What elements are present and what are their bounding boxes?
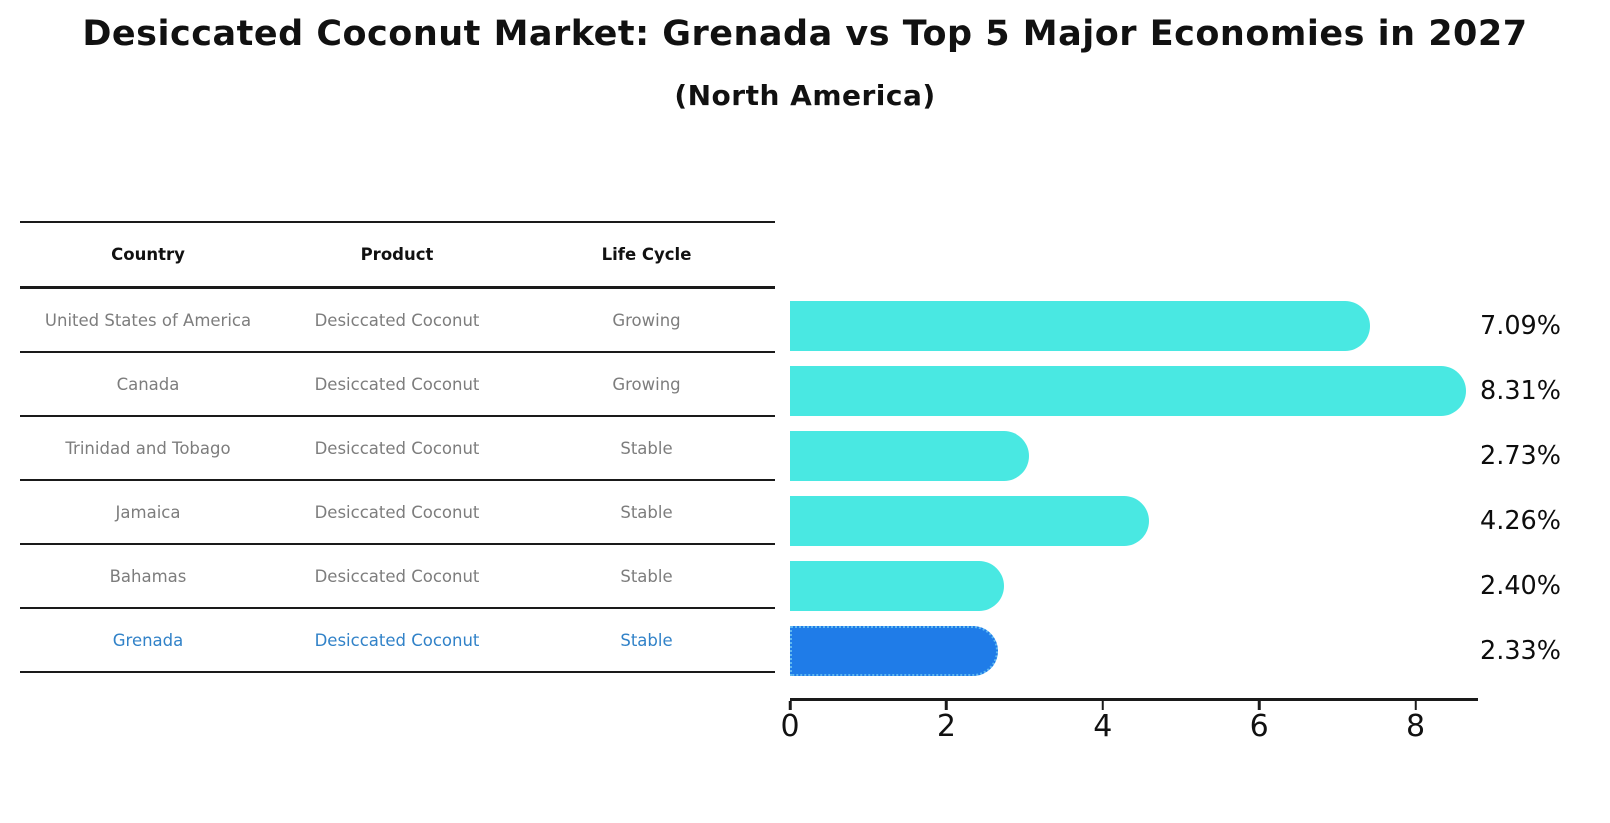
life-cycle-cell: Growing xyxy=(612,374,681,394)
bar-grenada-highlight xyxy=(790,626,999,676)
life-cycle-cell: Stable xyxy=(620,566,673,586)
table-row: United States of America Desiccated Coco… xyxy=(20,289,775,353)
table-header-country: Country xyxy=(111,245,185,264)
bar xyxy=(790,431,1030,481)
x-axis-tick xyxy=(788,701,792,710)
x-axis-tick-label: 6 xyxy=(1249,709,1269,744)
country-cell: Grenada xyxy=(112,630,184,650)
value-label: 7.09% xyxy=(1480,311,1562,341)
table-header-product: Product xyxy=(360,245,434,264)
value-label: 4.26% xyxy=(1480,506,1562,536)
life-cycle-cell: Stable xyxy=(620,438,673,458)
x-axis-tick-label: 0 xyxy=(780,709,800,744)
value-label: 2.40% xyxy=(1480,571,1562,601)
x-axis-tick-label: 4 xyxy=(1093,709,1113,744)
country-cell: Jamaica xyxy=(115,502,181,522)
x-axis-tick xyxy=(1101,701,1105,710)
x-axis-line xyxy=(790,698,1478,701)
table-row-grenada: Grenada Desiccated Coconut Stable xyxy=(20,609,775,673)
table-header-life-cycle: Life Cycle xyxy=(601,245,692,264)
x-axis-tick xyxy=(1414,701,1417,710)
bar xyxy=(790,366,1466,416)
bar xyxy=(790,301,1371,351)
life-cycle-cell: Stable xyxy=(620,630,673,650)
table-row: Canada Desiccated Coconut Growing xyxy=(20,353,775,417)
product-cell: Desiccated Coconut xyxy=(314,310,480,330)
chart-subtitle: (North America) xyxy=(674,79,936,112)
product-cell: Desiccated Coconut xyxy=(314,502,480,522)
chart-title: Desiccated Coconut Market: Grenada vs To… xyxy=(82,14,1528,54)
country-cell: Bahamas xyxy=(109,566,187,586)
product-cell: Desiccated Coconut xyxy=(314,374,480,394)
table-row: Trinidad and Tobago Desiccated Coconut S… xyxy=(20,417,775,481)
value-label: 2.33% xyxy=(1480,636,1562,666)
bar xyxy=(790,496,1150,546)
value-label: 8.31% xyxy=(1480,376,1562,406)
product-cell: Desiccated Coconut xyxy=(314,630,480,650)
x-axis-tick-label: 2 xyxy=(936,709,956,744)
table-row: Bahamas Desiccated Coconut Stable xyxy=(20,545,775,609)
country-cell: Trinidad and Tobago xyxy=(65,438,231,458)
life-cycle-cell: Stable xyxy=(620,502,673,522)
x-axis-tick xyxy=(1257,701,1261,710)
x-axis-tick xyxy=(945,701,948,710)
bar-chart: 7.09% 8.31% 2.73% 4.26% 2.40% 2.33% 0 2 … xyxy=(780,276,1610,786)
value-label: 2.73% xyxy=(1480,441,1562,471)
table-header-row: Country Product Life Cycle xyxy=(20,223,775,289)
life-cycle-cell: Growing xyxy=(612,310,681,330)
country-table: Country Product Life Cycle United States… xyxy=(20,221,775,673)
country-cell: United States of America xyxy=(44,310,252,330)
x-axis-tick-label: 8 xyxy=(1406,709,1426,744)
table-row: Jamaica Desiccated Coconut Stable xyxy=(20,481,775,545)
product-cell: Desiccated Coconut xyxy=(314,438,480,458)
bar xyxy=(790,561,1004,611)
product-cell: Desiccated Coconut xyxy=(314,566,480,586)
country-cell: Canada xyxy=(116,374,180,394)
